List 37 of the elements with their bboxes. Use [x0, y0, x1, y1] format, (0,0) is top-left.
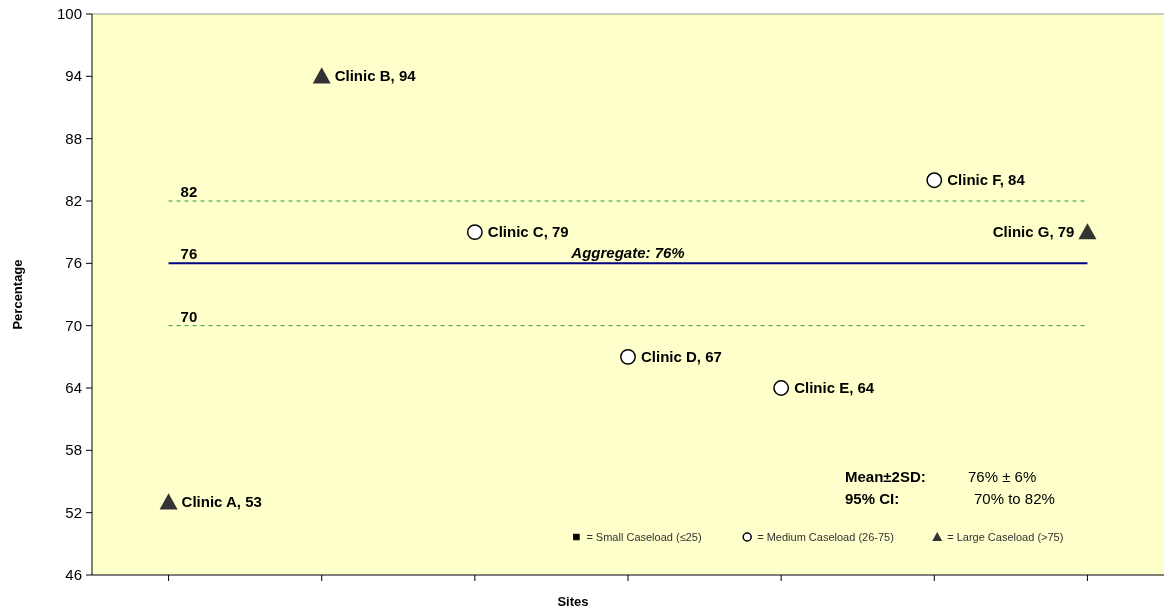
data-label: Clinic G, 79: [992, 223, 1075, 241]
y-tick-label: 76: [65, 254, 82, 272]
legend-label: = Medium Caseload (26-75): [757, 531, 894, 543]
y-tick-label: 82: [65, 192, 82, 209]
y-tick-label: 46: [65, 566, 82, 583]
ref-line-label: 76: [180, 245, 198, 263]
annotation: 76% ± 6%: [968, 468, 1037, 485]
ref-line-label: 70: [180, 307, 198, 325]
point: [620, 348, 636, 365]
y-tick-label: 64: [65, 379, 82, 396]
point: [926, 172, 943, 189]
data-label: Clinic B, 94: [334, 67, 417, 85]
point: [159, 493, 178, 510]
y-tick-label: 52: [65, 503, 82, 521]
legend-label: = Large Caseload (>75): [947, 531, 1064, 543]
data-label: Clinic F, 84: [947, 171, 1026, 189]
data-label: Clinic D, 67: [641, 347, 722, 365]
annotation: 95% CI:: [845, 490, 900, 507]
data-label: Clinic E, 64: [794, 379, 875, 396]
y-tick-label: 70: [65, 316, 82, 334]
legend-label: = Small Caseload (≤25): [586, 531, 702, 543]
y-tick-label: 94: [65, 67, 82, 85]
y-tick-label: 100: [56, 5, 82, 22]
y-tick-label: 58: [65, 441, 82, 459]
annotation: 70% to 82%: [974, 490, 1055, 507]
y-tick-label: 88: [65, 129, 82, 147]
point: [466, 224, 483, 241]
ref-line-label: 82: [180, 183, 198, 200]
point: [1078, 223, 1097, 240]
point: [773, 380, 790, 396]
annotation: Aggregate: 76%: [570, 244, 685, 262]
point: [312, 67, 331, 84]
data-label: Clinic A, 53: [181, 493, 262, 511]
y-axis-title: Percentage: [10, 259, 25, 330]
annotation: Mean±2SD:: [845, 468, 926, 485]
data-label: Clinic C, 79: [487, 223, 569, 241]
x-axis-title: Sites: [557, 594, 589, 609]
